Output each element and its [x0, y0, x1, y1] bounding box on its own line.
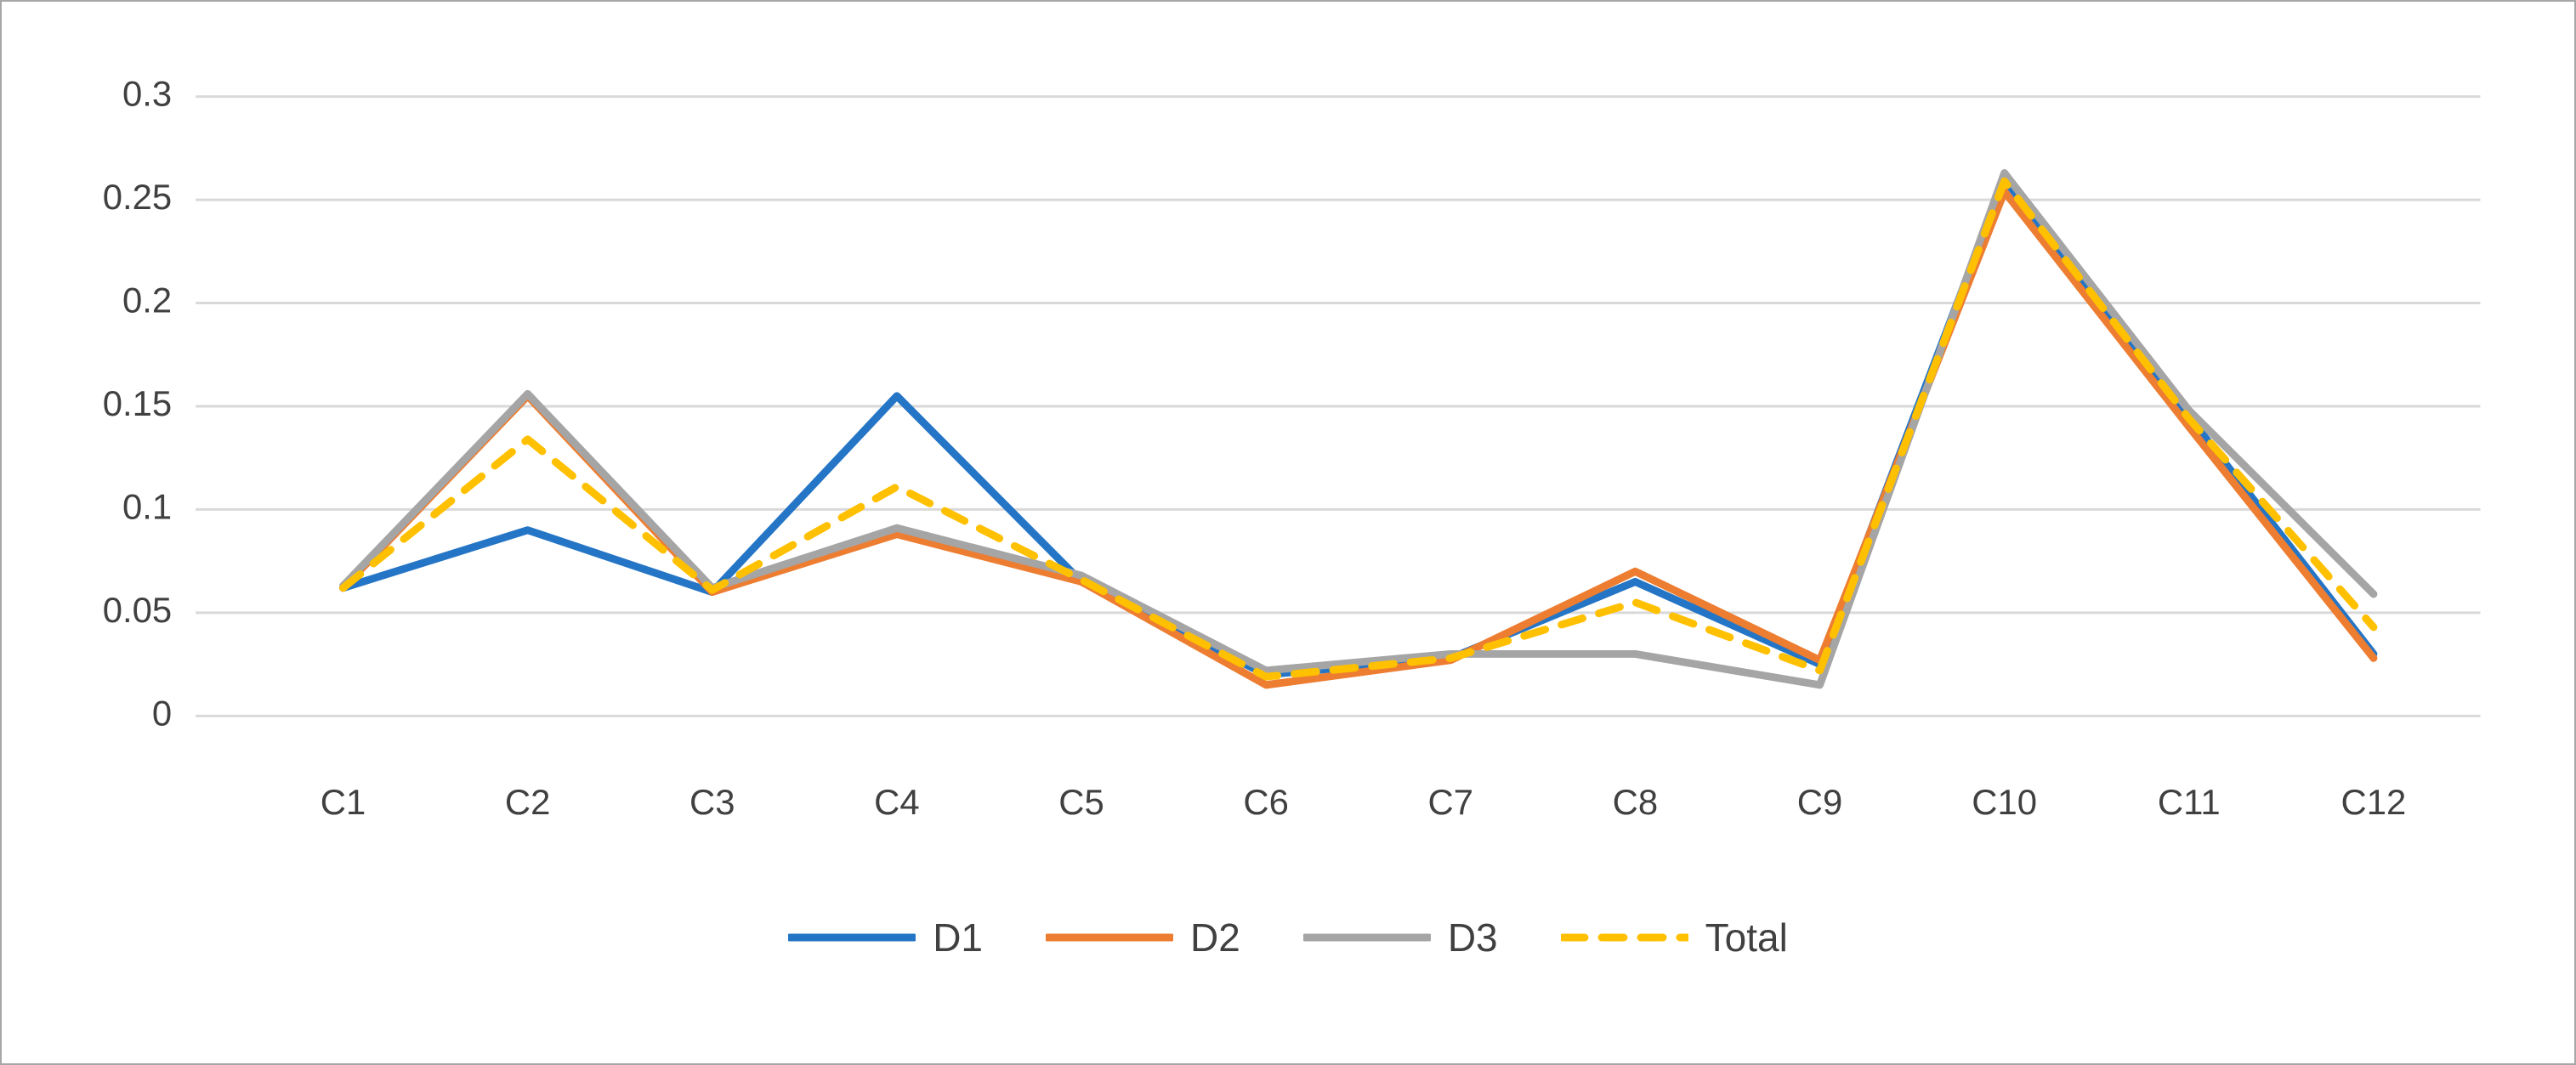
legend-label-d1: D1	[933, 915, 983, 960]
legend-line-swatch-d3	[1302, 933, 1431, 942]
series-line-total	[339, 177, 2378, 681]
x-axis-category-label: C4	[874, 782, 920, 822]
legend-label-total: Total	[1705, 915, 1788, 960]
x-axis-category-label: C7	[1428, 782, 1474, 822]
y-axis-tick-label: 0	[152, 693, 172, 733]
y-axis-tick-label: 0.2	[122, 280, 172, 320]
x-axis-category-label: C6	[1243, 782, 1289, 822]
y-axis-tick-label: 0.1	[122, 486, 172, 526]
x-axis-category-label: C9	[1797, 782, 1843, 822]
x-axis-category-label: C12	[2341, 782, 2407, 822]
legend-item-total: Total	[1560, 915, 1788, 960]
y-axis-tick-label: 0.25	[103, 177, 172, 217]
x-axis-category-label: C11	[2158, 782, 2221, 822]
x-axis-category-label: C5	[1058, 782, 1104, 822]
x-axis-category-label: C1	[321, 782, 366, 822]
series-line-d3	[339, 169, 2378, 689]
x-axis-category-label: C8	[1613, 782, 1659, 822]
y-axis-tick-label: 0.3	[122, 74, 172, 114]
legend-label-d3: D3	[1447, 915, 1498, 960]
legend-line-swatch-d2	[1046, 933, 1173, 942]
x-axis-category-label: C3	[689, 782, 735, 822]
y-axis-tick-label: 0.05	[103, 590, 172, 630]
chart-legend: D1 D2 D3 Total	[2, 918, 2574, 957]
legend-line-swatch-total	[1560, 933, 1688, 942]
legend-label-d2: D2	[1190, 915, 1240, 960]
legend-item-d1: D1	[788, 918, 983, 957]
y-axis-tick-label: 0.15	[103, 383, 172, 423]
x-axis-category-label: C2	[505, 782, 551, 822]
legend-item-d3: D3	[1302, 915, 1498, 960]
legend-line-swatch-d1	[788, 933, 916, 942]
legend-item-d2: D2	[1046, 918, 1240, 957]
x-axis-category-label: C10	[1972, 782, 2037, 822]
